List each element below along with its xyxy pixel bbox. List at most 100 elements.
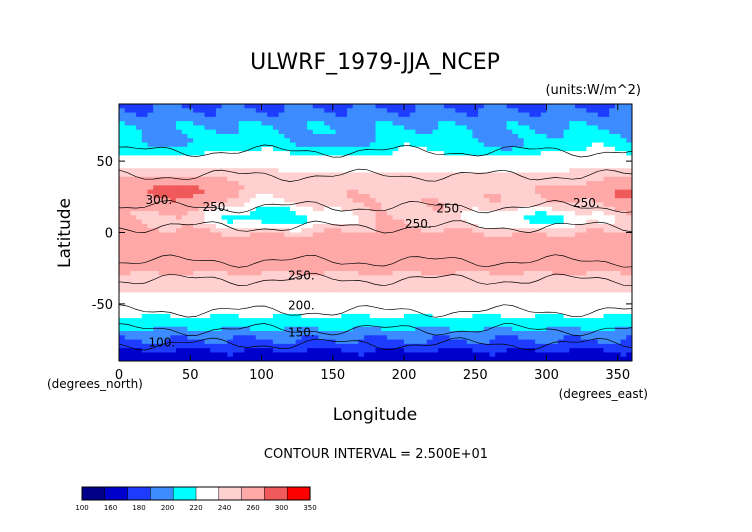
heatmap-cell: [238, 322, 245, 328]
heatmap-cell: [347, 159, 354, 165]
heatmap-cell: [466, 241, 473, 246]
heatmap-cell: [409, 301, 416, 306]
heatmap-cell: [415, 271, 422, 276]
heatmap-cell: [518, 228, 525, 233]
heatmap-cell: [569, 108, 576, 113]
heatmap-cell: [592, 228, 599, 233]
heatmap-cell: [466, 245, 473, 251]
heatmap-cell: [278, 138, 285, 143]
heatmap-cell: [518, 296, 525, 302]
heatmap-cell: [438, 185, 445, 191]
heatmap-cell: [358, 339, 365, 345]
heatmap-cell: [307, 159, 314, 165]
heatmap-cell: [341, 292, 348, 298]
heatmap-cell: [461, 288, 468, 293]
heatmap-cell: [614, 206, 621, 212]
heatmap-cell: [272, 288, 279, 293]
heatmap-cell: [301, 219, 308, 225]
heatmap-cell: [210, 266, 217, 272]
heatmap-cell: [626, 253, 633, 259]
heatmap-cell: [187, 326, 194, 332]
heatmap-cell: [483, 292, 490, 298]
heatmap-cell: [392, 223, 399, 229]
heatmap-cell: [603, 296, 610, 302]
heatmap-cell: [386, 125, 393, 131]
heatmap-cell: [466, 112, 473, 118]
heatmap-cell: [512, 241, 519, 246]
heatmap-cell: [523, 206, 530, 212]
heatmap-cell: [626, 168, 633, 173]
heatmap-cell: [136, 176, 143, 182]
heatmap-cell: [221, 211, 228, 216]
heatmap-cell: [204, 223, 211, 229]
heatmap-cell: [227, 245, 234, 251]
heatmap-cell: [466, 318, 473, 323]
heatmap-cell: [210, 313, 217, 319]
heatmap-cell: [267, 339, 274, 345]
heatmap-cell: [540, 223, 547, 229]
heatmap-cell: [620, 176, 627, 182]
heatmap-cell: [455, 189, 462, 195]
heatmap-cell: [426, 322, 433, 328]
heatmap-cell: [546, 245, 553, 251]
heatmap-cell: [569, 326, 576, 332]
heatmap-cell: [153, 125, 160, 131]
heatmap-cell: [609, 301, 616, 306]
heatmap-cell: [187, 301, 194, 306]
heatmap-cell: [432, 245, 439, 251]
heatmap-cell: [250, 296, 257, 302]
heatmap-cell: [119, 288, 126, 293]
heatmap-cell: [170, 146, 177, 152]
heatmap-cell: [164, 232, 171, 238]
heatmap-cell: [592, 262, 599, 268]
heatmap-cell: [215, 236, 222, 242]
heatmap-cell: [158, 112, 165, 118]
heatmap-cell: [455, 142, 462, 148]
heatmap-cell: [409, 236, 416, 242]
heatmap-cell: [512, 181, 519, 186]
heatmap-cell: [557, 232, 564, 238]
heatmap-cell: [461, 138, 468, 143]
heatmap-cell: [347, 241, 354, 246]
heatmap-cell: [335, 151, 342, 156]
heatmap-cell: [523, 296, 530, 302]
heatmap-cell: [415, 279, 422, 285]
heatmap-cell: [592, 172, 599, 178]
heatmap-cell: [250, 266, 257, 272]
heatmap-cell: [312, 172, 319, 178]
heatmap-cell: [575, 245, 582, 251]
heatmap-cell: [495, 133, 502, 139]
heatmap-cell: [141, 172, 148, 178]
heatmap-cell: [181, 189, 188, 195]
heatmap-cell: [392, 125, 399, 131]
heatmap-cell: [284, 215, 291, 221]
heatmap-cell: [461, 151, 468, 156]
heatmap-cell: [381, 121, 388, 126]
heatmap-cell: [250, 104, 257, 109]
heatmap-cell: [238, 309, 245, 315]
heatmap-cell: [124, 202, 131, 208]
heatmap-cell: [187, 266, 194, 272]
heatmap-cell: [181, 279, 188, 285]
heatmap-cell: [398, 219, 405, 225]
heatmap-cell: [164, 185, 171, 191]
heatmap-cell: [221, 292, 228, 298]
heatmap-cell: [609, 172, 616, 178]
heatmap-cell: [158, 219, 165, 225]
heatmap-cell: [312, 193, 319, 199]
heatmap-cell: [119, 206, 126, 212]
heatmap-cell: [540, 125, 547, 131]
heatmap-cell: [415, 206, 422, 212]
heatmap-cell: [204, 283, 211, 289]
heatmap-cell: [421, 116, 428, 122]
heatmap-cell: [318, 241, 325, 246]
heatmap-cell: [158, 326, 165, 332]
heatmap-cell: [586, 108, 593, 113]
heatmap-cell: [210, 288, 217, 293]
heatmap-cell: [307, 305, 314, 310]
heatmap-cell: [255, 232, 262, 238]
heatmap-cell: [329, 275, 336, 281]
heatmap-cell: [181, 185, 188, 191]
heatmap-cell: [255, 313, 262, 319]
heatmap-cell: [198, 129, 205, 135]
